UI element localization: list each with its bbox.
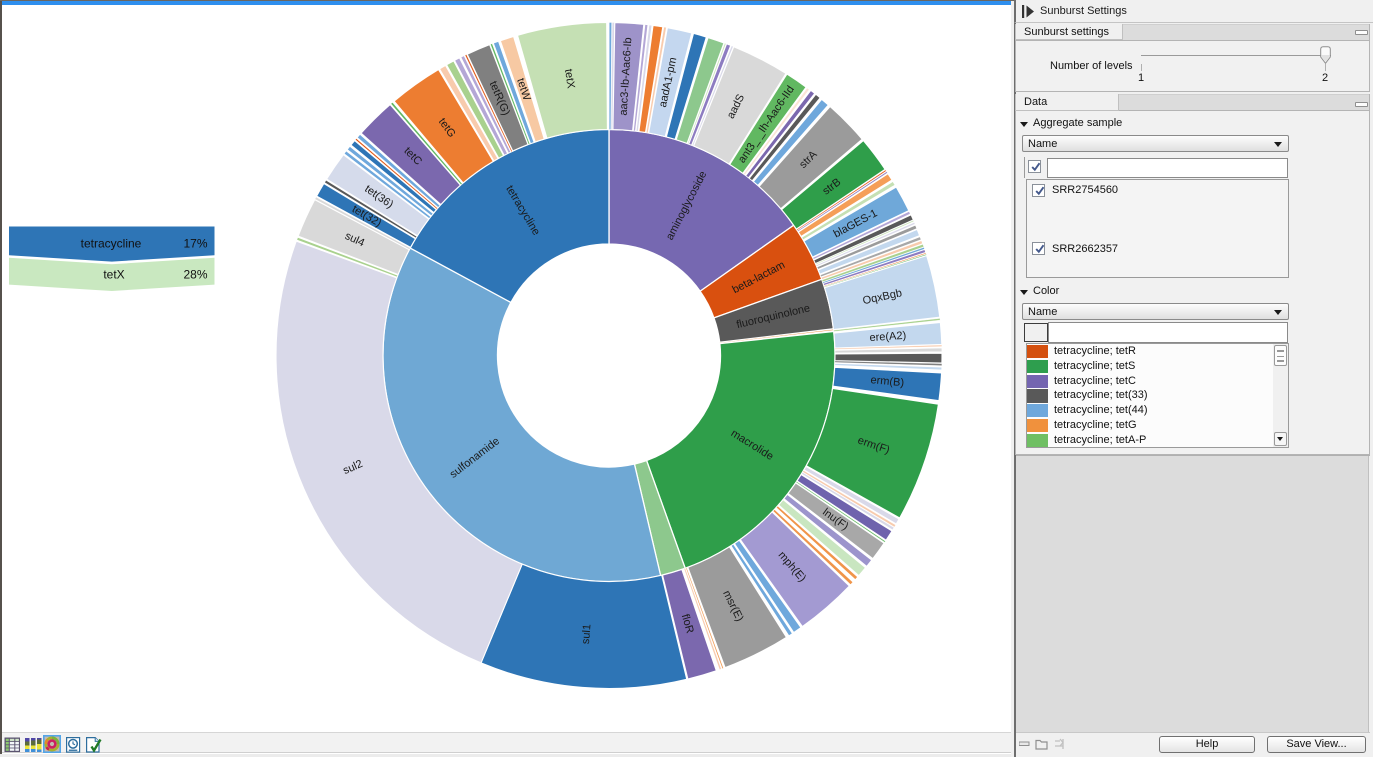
svg-text:tetX: tetX <box>103 268 124 282</box>
svg-text:sul1: sul1 <box>580 624 594 645</box>
svg-text:tetX: tetX <box>562 68 577 90</box>
svg-text:erm(B): erm(B) <box>870 374 905 389</box>
svg-text:tetracycline: tetracycline <box>81 237 142 251</box>
svg-text:ere(A2): ere(A2) <box>869 330 906 344</box>
svg-text:aac3-Ib-Aac6-Ib: aac3-Ib-Aac6-Ib <box>618 37 635 116</box>
svg-text:floR: floR <box>679 613 696 635</box>
svg-text:17%: 17% <box>183 237 207 251</box>
svg-text:28%: 28% <box>183 268 207 282</box>
